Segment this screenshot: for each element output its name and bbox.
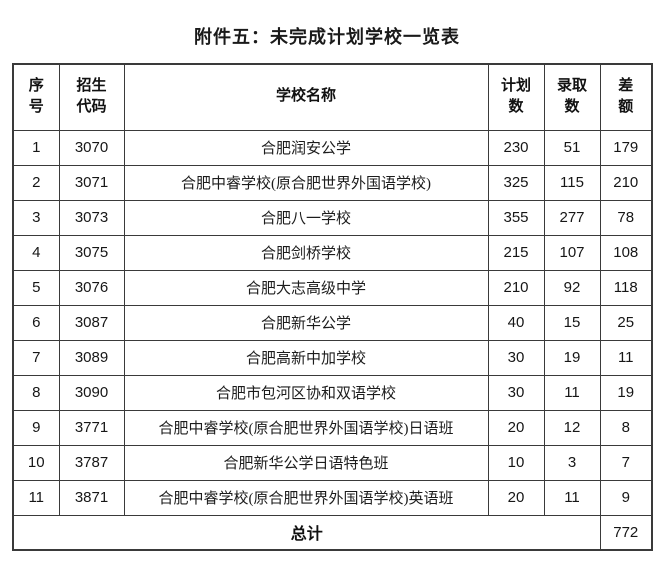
table-body: 1 3070 合肥润安公学 230 51 179 2 3071 合肥中睿学校(原合肥世界外国语学… [12,129,653,516]
header-diff: 差 额 [599,63,653,131]
table-row: 11 3871 合肥中睿学校(原合肥世界外国语学校)英语班 20 11 9 [12,479,653,516]
table-row: 7 3089 合肥高新中加学校 30 19 11 [12,339,653,376]
cell-plan: 30 [487,339,545,376]
cell-plan: 30 [487,374,545,411]
cell-no: 1 [12,129,60,166]
cell-diff: 19 [599,374,653,411]
cell-admitted: 277 [543,199,601,236]
table-row: 10 3787 合肥新华公学日语特色班 10 3 7 [12,444,653,481]
cell-no: 10 [12,444,60,481]
cell-school: 合肥大志高级中学 [123,269,489,306]
cell-school: 合肥中睿学校(原合肥世界外国语学校)英语班 [123,479,489,516]
cell-diff: 7 [599,444,653,481]
cell-code: 3787 [58,444,125,481]
cell-no: 3 [12,199,60,236]
table-row: 2 3071 合肥中睿学校(原合肥世界外国语学校) 325 115 210 [12,164,653,201]
total-label: 总计 [12,514,601,551]
cell-admitted: 51 [543,129,601,166]
cell-admitted: 19 [543,339,601,376]
cell-school: 合肥市包河区协和双语学校 [123,374,489,411]
cell-code: 3089 [58,339,125,376]
cell-diff: 78 [599,199,653,236]
cell-admitted: 115 [543,164,601,201]
cell-plan: 215 [487,234,545,271]
cell-plan: 230 [487,129,545,166]
table-row: 6 3087 合肥新华公学 40 15 25 [12,304,653,341]
cell-school: 合肥新华公学日语特色班 [123,444,489,481]
table-row: 5 3076 合肥大志高级中学 210 92 118 [12,269,653,306]
header-plan: 计划 数 [487,63,545,131]
cell-code: 3076 [58,269,125,306]
cell-school: 合肥新华公学 [123,304,489,341]
cell-diff: 25 [599,304,653,341]
cell-plan: 20 [487,479,545,516]
cell-diff: 210 [599,164,653,201]
cell-code: 3071 [58,164,125,201]
total-value: 772 [599,514,653,551]
cell-code: 3090 [58,374,125,411]
cell-diff: 9 [599,479,653,516]
cell-code: 3075 [58,234,125,271]
cell-admitted: 12 [543,409,601,446]
cell-admitted: 107 [543,234,601,271]
cell-school: 合肥剑桥学校 [123,234,489,271]
page-title: 附件五：未完成计划学校一览表 [194,27,460,47]
cell-code: 3087 [58,304,125,341]
cell-no: 4 [12,234,60,271]
cell-school: 合肥八一学校 [123,199,489,236]
cell-plan: 40 [487,304,545,341]
cell-no: 7 [12,339,60,376]
cell-no: 11 [12,479,60,516]
cell-diff: 118 [599,269,653,306]
cell-school: 合肥高新中加学校 [123,339,489,376]
schools-table: 序 号招生 代码 学校名称 计划 数录取 数差 额 1 3070 合肥润安公学 230 51… [12,63,653,551]
cell-no: 2 [12,164,60,201]
table-row: 1 3070 合肥润安公学 230 51 179 [12,129,653,166]
cell-no: 6 [12,304,60,341]
cell-plan: 325 [487,164,545,201]
table-row: 8 3090 合肥市包河区协和双语学校 30 11 19 [12,374,653,411]
cell-no: 9 [12,409,60,446]
header-school: 学校名称 [123,63,489,131]
header-code: 招生 代码 [58,63,125,131]
total-row: 总计 772 [12,514,653,551]
cell-diff: 8 [599,409,653,446]
cell-admitted: 3 [543,444,601,481]
cell-plan: 355 [487,199,545,236]
header-row: 序 号招生 代码 学校名称 计划 数录取 数差 额 [12,63,653,131]
cell-no: 5 [12,269,60,306]
cell-plan: 210 [487,269,545,306]
table-row: 9 3771 合肥中睿学校(原合肥世界外国语学校)日语班 20 12 8 [12,409,653,446]
cell-school: 合肥中睿学校(原合肥世界外国语学校)日语班 [123,409,489,446]
cell-admitted: 92 [543,269,601,306]
cell-plan: 10 [487,444,545,481]
header-admitted: 录取 数 [543,63,601,131]
cell-code: 3771 [58,409,125,446]
cell-no: 8 [12,374,60,411]
cell-diff: 11 [599,339,653,376]
table-row: 3 3073 合肥八一学校 355 277 78 [12,199,653,236]
cell-school: 合肥中睿学校(原合肥世界外国语学校) [123,164,489,201]
cell-admitted: 11 [543,479,601,516]
cell-code: 3871 [58,479,125,516]
cell-code: 3073 [58,199,125,236]
cell-admitted: 11 [543,374,601,411]
cell-code: 3070 [58,129,125,166]
cell-admitted: 15 [543,304,601,341]
cell-plan: 20 [487,409,545,446]
cell-diff: 108 [599,234,653,271]
cell-diff: 179 [599,129,653,166]
header-no: 序 号 [12,63,60,131]
cell-school: 合肥润安公学 [123,129,489,166]
table-row: 4 3075 合肥剑桥学校 215 107 108 [12,234,653,271]
